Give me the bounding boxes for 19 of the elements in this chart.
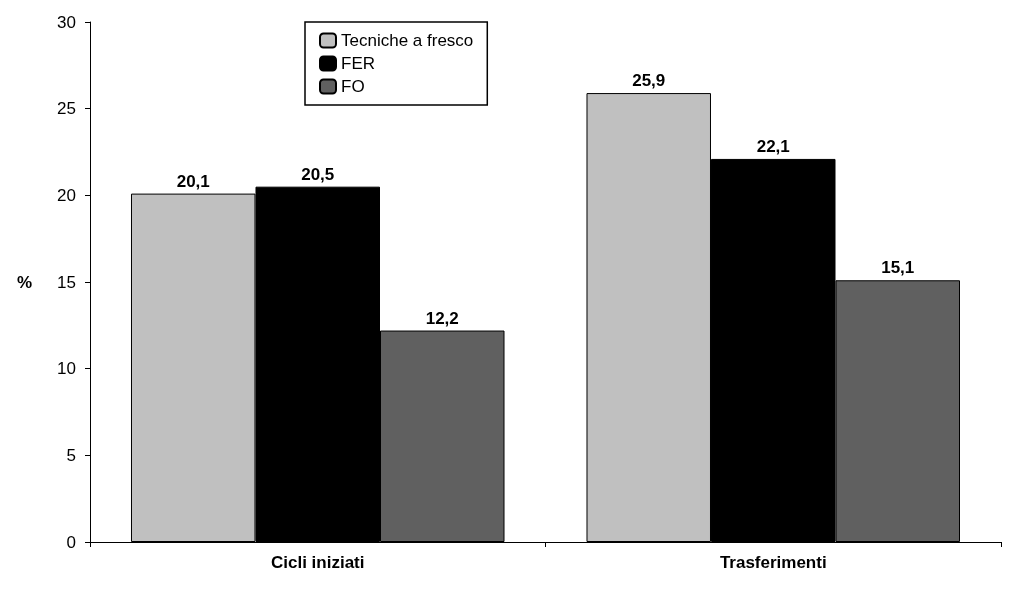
y-tick-label: 20 bbox=[57, 185, 76, 205]
y-tick-label: 30 bbox=[57, 12, 76, 32]
y-tick-label: 0 bbox=[66, 532, 76, 552]
y-axis-title: % bbox=[16, 272, 32, 292]
data-label: 22,1 bbox=[756, 136, 790, 156]
y-tick-label: 10 bbox=[57, 359, 76, 379]
y-tick-label: 15 bbox=[57, 272, 76, 292]
data-label: 20,5 bbox=[301, 164, 335, 184]
x-tick-label: Trasferimenti bbox=[719, 553, 827, 572]
data-label: 15,1 bbox=[881, 258, 915, 278]
data-label: 25,9 bbox=[632, 71, 666, 91]
x-tick-label: Cicli iniziati bbox=[270, 553, 365, 572]
data-label: 12,2 bbox=[425, 308, 459, 328]
legend-label: FO bbox=[341, 77, 365, 96]
y-tick-label: 25 bbox=[57, 99, 76, 119]
legend-label: Tecniche a fresco bbox=[341, 31, 474, 50]
legend-label: FER bbox=[341, 54, 375, 73]
y-tick-label: 5 bbox=[66, 445, 76, 465]
data-label: 20,1 bbox=[176, 171, 210, 191]
